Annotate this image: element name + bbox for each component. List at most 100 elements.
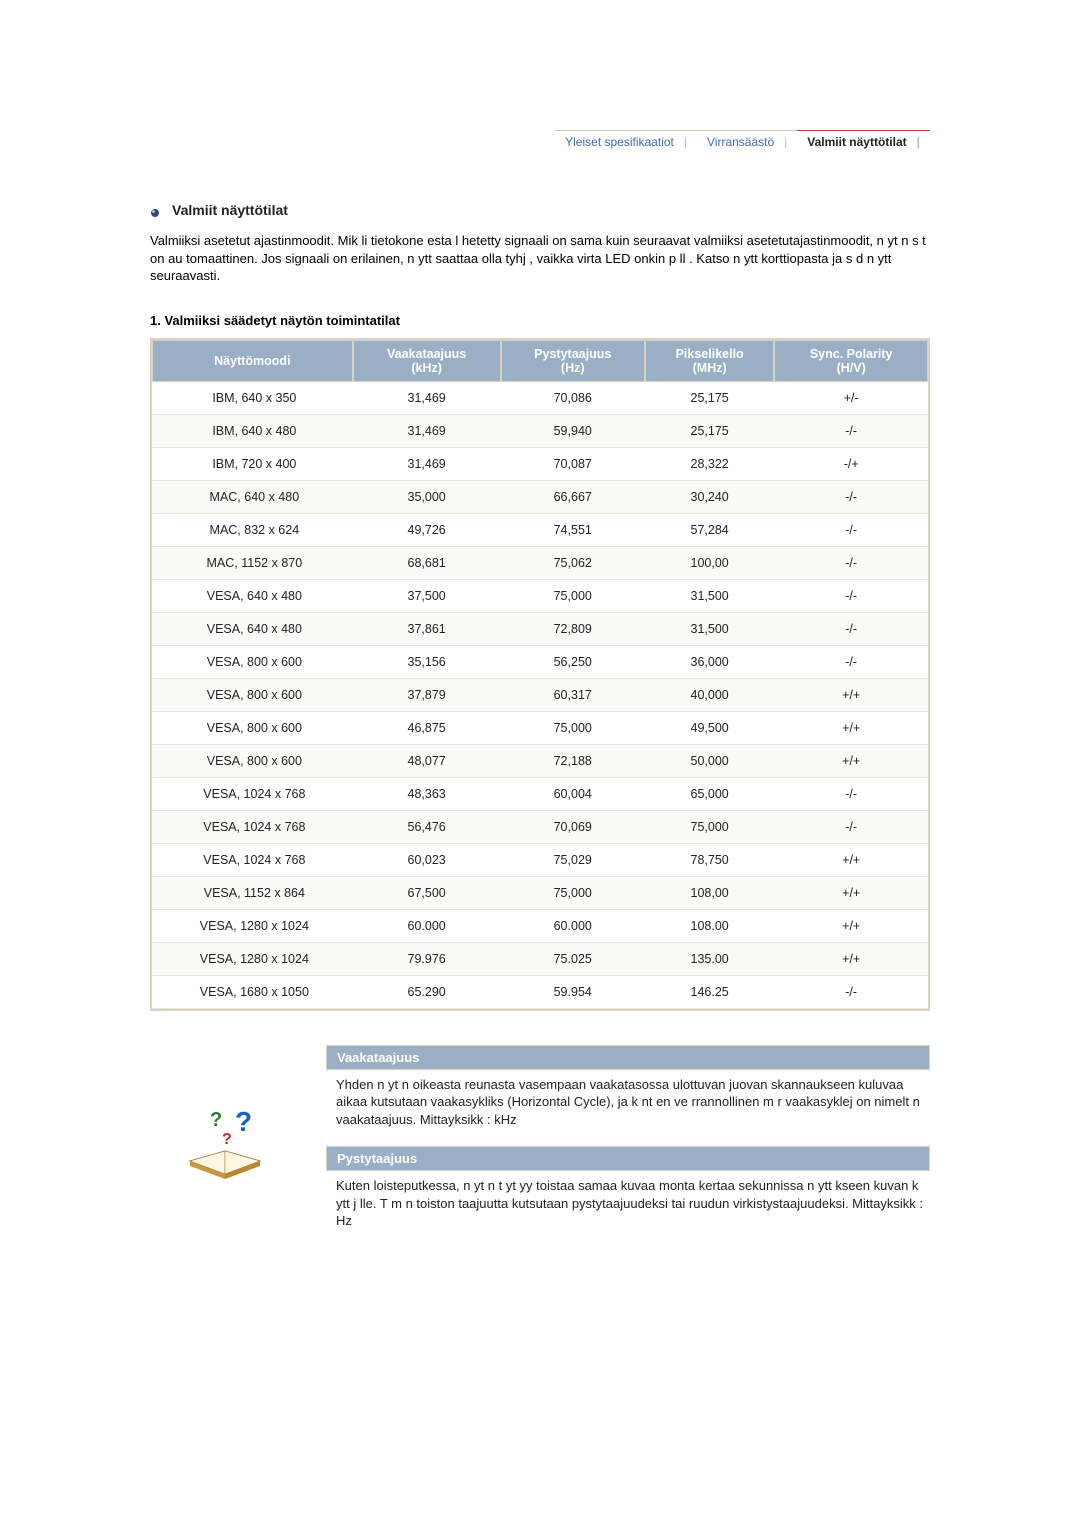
- table-cell: 75,000: [501, 580, 645, 613]
- table-cell: -/-: [774, 415, 928, 448]
- table-cell: 72,188: [501, 745, 645, 778]
- table-row: VESA, 640 x 48037,86172,80931,500-/-: [152, 613, 928, 646]
- table-cell: VESA, 640 x 480: [152, 580, 353, 613]
- table-cell: 56,476: [353, 811, 501, 844]
- table-cell: 78,750: [645, 844, 774, 877]
- table-row: VESA, 1152 x 86467,50075,000108,00+/+: [152, 877, 928, 910]
- table-cell: 75.025: [501, 943, 645, 976]
- table-cell: 31,469: [353, 382, 501, 415]
- table-cell: 40,000: [645, 679, 774, 712]
- table-cell: 74,551: [501, 514, 645, 547]
- def-heading-hfreq: Vaakataajuus: [326, 1045, 930, 1070]
- tab-general-specs[interactable]: Yleiset spesifikaatiot|: [555, 130, 697, 152]
- table-cell: VESA, 1024 x 768: [152, 811, 353, 844]
- table-cell: -/-: [774, 613, 928, 646]
- table-cell: 60,004: [501, 778, 645, 811]
- table-cell: 75,000: [501, 877, 645, 910]
- table-row: IBM, 640 x 35031,46970,08625,175+/-: [152, 382, 928, 415]
- table-row: VESA, 1024 x 76860,02375,02978,750+/+: [152, 844, 928, 877]
- table-cell: 60,023: [353, 844, 501, 877]
- tab-display-modes[interactable]: Valmiit näyttötilat|: [797, 130, 930, 152]
- table-cell: VESA, 1280 x 1024: [152, 910, 353, 943]
- table-cell: 75,000: [645, 811, 774, 844]
- table-cell: +/+: [774, 679, 928, 712]
- table-cell: +/+: [774, 712, 928, 745]
- table-cell: 25,175: [645, 415, 774, 448]
- table-cell: 108.00: [645, 910, 774, 943]
- table-cell: 31,469: [353, 448, 501, 481]
- def-heading-vfreq: Pystytaajuus: [326, 1146, 930, 1171]
- table-row: IBM, 720 x 40031,46970,08728,322-/+: [152, 448, 928, 481]
- document-page: Yleiset spesifikaatiot| Virransäästö| Va…: [0, 0, 1080, 1248]
- tab-separator: |: [784, 135, 787, 149]
- table-cell: 68,681: [353, 547, 501, 580]
- table-cell: MAC, 1152 x 870: [152, 547, 353, 580]
- table-cell: VESA, 800 x 600: [152, 745, 353, 778]
- table-cell: -/-: [774, 481, 928, 514]
- table-cell: +/-: [774, 382, 928, 415]
- table-row: MAC, 832 x 62449,72674,55157,284-/-: [152, 514, 928, 547]
- table-cell: 66,667: [501, 481, 645, 514]
- def-body-hfreq: Yhden n yt n oikeasta reunasta vasempaan…: [326, 1076, 930, 1147]
- table-cell: 70,087: [501, 448, 645, 481]
- table-row: IBM, 640 x 48031,46959,94025,175-/-: [152, 415, 928, 448]
- table-cell: VESA, 800 x 600: [152, 679, 353, 712]
- book-icon: ? ? ?: [150, 1045, 300, 1248]
- table-cell: 35,156: [353, 646, 501, 679]
- table-cell: 37,879: [353, 679, 501, 712]
- table-cell: 49,500: [645, 712, 774, 745]
- table-cell: IBM, 640 x 480: [152, 415, 353, 448]
- table-cell: +/+: [774, 910, 928, 943]
- table-cell: +/+: [774, 877, 928, 910]
- table-cell: 31,500: [645, 580, 774, 613]
- svg-text:?: ?: [222, 1131, 232, 1148]
- tab-label: Yleiset spesifikaatiot: [565, 135, 674, 149]
- col-vfreq: Pystytaajuus(Hz): [501, 340, 645, 382]
- tab-separator: |: [917, 135, 920, 149]
- table-cell: 30,240: [645, 481, 774, 514]
- table-cell: 70,069: [501, 811, 645, 844]
- table-header-row: Näyttömoodi Vaakataajuus(kHz) Pystytaaju…: [152, 340, 928, 382]
- table-cell: IBM, 720 x 400: [152, 448, 353, 481]
- table-cell: VESA, 1152 x 864: [152, 877, 353, 910]
- table-cell: 31,469: [353, 415, 501, 448]
- table-row: MAC, 640 x 48035,00066,66730,240-/-: [152, 481, 928, 514]
- table-cell: VESA, 800 x 600: [152, 646, 353, 679]
- table-cell: 59,940: [501, 415, 645, 448]
- col-syncpol: Sync. Polarity(H/V): [774, 340, 928, 382]
- table-cell: 36,000: [645, 646, 774, 679]
- table-cell: 79.976: [353, 943, 501, 976]
- table-cell: -/+: [774, 448, 928, 481]
- table-cell: MAC, 640 x 480: [152, 481, 353, 514]
- table-cell: -/-: [774, 646, 928, 679]
- table-cell: 135.00: [645, 943, 774, 976]
- table-cell: VESA, 800 x 600: [152, 712, 353, 745]
- table-cell: 146.25: [645, 976, 774, 1009]
- table-cell: 60.000: [501, 910, 645, 943]
- table-row: VESA, 1024 x 76856,47670,06975,000-/-: [152, 811, 928, 844]
- tab-power-saving[interactable]: Virransäästö|: [697, 130, 797, 152]
- col-pixelclock: Pikselikello(MHz): [645, 340, 774, 382]
- table-cell: VESA, 1024 x 768: [152, 778, 353, 811]
- table-row: VESA, 1024 x 76848,36360,00465,000-/-: [152, 778, 928, 811]
- tab-bar: Yleiset spesifikaatiot| Virransäästö| Va…: [480, 130, 930, 152]
- table-cell: 75,000: [501, 712, 645, 745]
- table-cell: 28,322: [645, 448, 774, 481]
- table-cell: 67,500: [353, 877, 501, 910]
- table-cell: 56,250: [501, 646, 645, 679]
- table-cell: 48,077: [353, 745, 501, 778]
- svg-text:?: ?: [235, 1106, 252, 1137]
- table-cell: IBM, 640 x 350: [152, 382, 353, 415]
- section-title: Valmiit näyttötilat: [172, 202, 288, 218]
- table-row: VESA, 800 x 60046,87575,00049,500+/+: [152, 712, 928, 745]
- table-cell: 65,000: [645, 778, 774, 811]
- table-cell: -/-: [774, 547, 928, 580]
- table-cell: 65.290: [353, 976, 501, 1009]
- table-cell: +/+: [774, 844, 928, 877]
- intro-paragraph: Valmiiksi asetetut ajastinmoodit. Mik li…: [150, 232, 930, 285]
- table-cell: +/+: [774, 943, 928, 976]
- table-cell: VESA, 1280 x 1024: [152, 943, 353, 976]
- table-cell: MAC, 832 x 624: [152, 514, 353, 547]
- table-cell: 108,00: [645, 877, 774, 910]
- table-row: VESA, 800 x 60035,15656,25036,000-/-: [152, 646, 928, 679]
